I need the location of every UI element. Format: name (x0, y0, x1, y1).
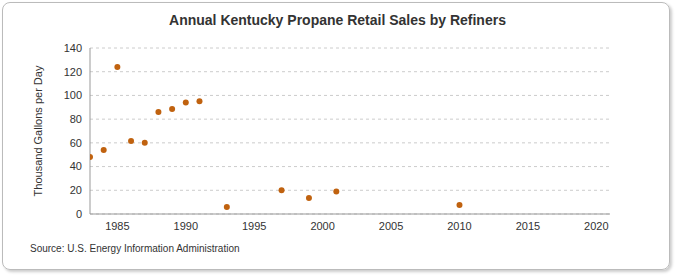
svg-text:Thousand Gallons per Day: Thousand Gallons per Day (32, 65, 44, 196)
svg-text:0: 0 (76, 208, 82, 220)
svg-text:60: 60 (70, 137, 82, 149)
svg-text:2000: 2000 (310, 220, 334, 232)
html-text:Annual Kentucky Propane Retail: Annual Kentucky Propane Retail Sales by … (169, 12, 506, 28)
svg-text:1990: 1990 (174, 220, 198, 232)
svg-text:2020: 2020 (584, 220, 608, 232)
svg-text:2015: 2015 (516, 220, 540, 232)
svg-text:2005: 2005 (379, 220, 403, 232)
svg-text:20: 20 (70, 184, 82, 196)
svg-text:40: 40 (70, 160, 82, 172)
svg-text:1985: 1985 (105, 220, 129, 232)
svg-text:1995: 1995 (242, 220, 266, 232)
svg-text:120: 120 (64, 66, 82, 78)
html-text:Source: U.S. Energy Informatio: Source: U.S. Energy Information Administ… (30, 243, 240, 254)
svg-text:100: 100 (64, 89, 82, 101)
svg-text:2010: 2010 (447, 220, 471, 232)
svg-text:140: 140 (64, 42, 82, 54)
svg-text:80: 80 (70, 113, 82, 125)
